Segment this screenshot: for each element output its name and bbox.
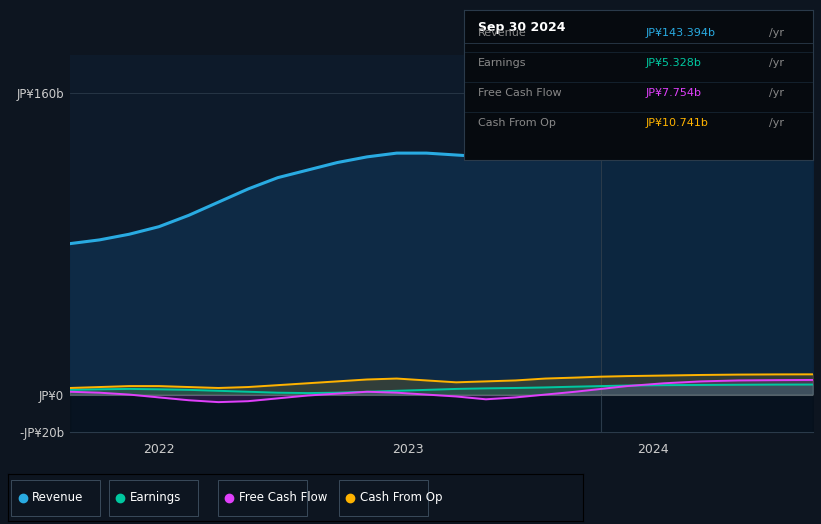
Text: Earnings: Earnings — [478, 58, 526, 68]
Text: JP¥143.394b: JP¥143.394b — [645, 28, 715, 38]
Text: /yr: /yr — [769, 118, 784, 128]
Text: /yr: /yr — [769, 28, 784, 38]
Text: Sep 30 2024: Sep 30 2024 — [478, 21, 566, 34]
Text: JP¥10.741b: JP¥10.741b — [645, 118, 709, 128]
Text: Cash From Op: Cash From Op — [360, 492, 443, 504]
Text: Free Cash Flow: Free Cash Flow — [478, 88, 562, 98]
Text: Earnings: Earnings — [130, 492, 181, 504]
Text: Revenue: Revenue — [478, 28, 526, 38]
Text: JP¥7.754b: JP¥7.754b — [645, 88, 701, 98]
Text: /yr: /yr — [769, 88, 784, 98]
FancyBboxPatch shape — [338, 481, 428, 516]
Text: Revenue: Revenue — [32, 492, 84, 504]
Text: JP¥5.328b: JP¥5.328b — [645, 58, 701, 68]
Text: Past: Past — [605, 62, 630, 75]
FancyBboxPatch shape — [218, 481, 307, 516]
Text: /yr: /yr — [769, 58, 784, 68]
Text: Cash From Op: Cash From Op — [478, 118, 556, 128]
FancyBboxPatch shape — [11, 481, 100, 516]
Text: Free Cash Flow: Free Cash Flow — [239, 492, 328, 504]
FancyBboxPatch shape — [109, 481, 198, 516]
